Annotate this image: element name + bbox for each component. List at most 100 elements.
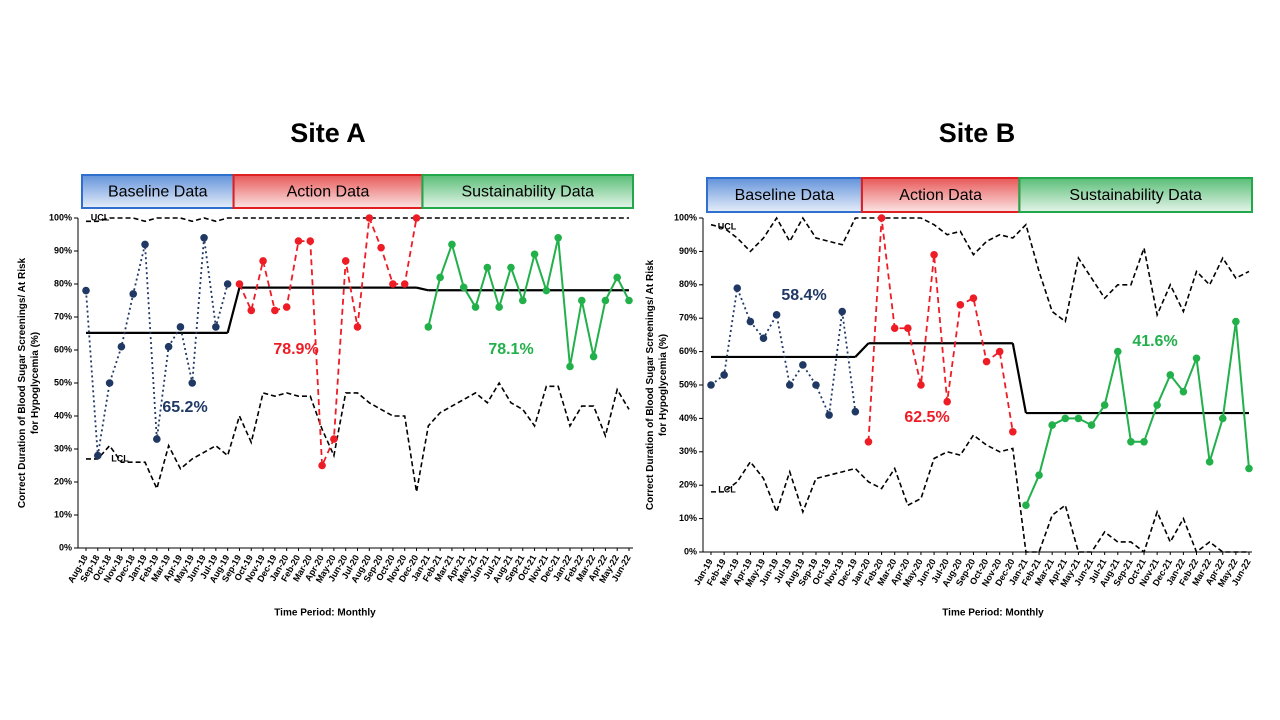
data-point [436,273,444,282]
data-point [176,323,185,331]
data-point [1009,427,1017,436]
y-axis-label: Correct Duration of Blood Sugar Screenin… [645,259,669,510]
data-point [247,306,256,315]
y-tick-label: 100% [674,212,697,222]
data-point [259,257,267,265]
y-tick-label: 0% [59,542,72,552]
center-step [854,342,870,358]
mean-label: 58.4% [781,287,826,304]
chart-title: Site A [290,118,366,148]
y-tick-label: 80% [54,278,72,288]
data-point [282,303,291,311]
data-point [188,379,197,387]
data-point [365,214,374,222]
data-point [995,347,1004,356]
phase-banner [81,174,235,209]
phase-label: Action Data [287,184,370,201]
data-point [720,371,728,379]
phase-banner [1018,177,1253,213]
data-point [707,381,715,389]
data-point [877,214,886,222]
data-point [1074,414,1083,423]
phase-label: Sustainability Data [461,184,594,201]
data-point [271,306,279,315]
data-point [1048,421,1056,429]
phase-banner [232,174,424,209]
data-point [613,273,621,282]
chart-title: Site B [939,118,1016,148]
mean-label: 41.6% [1132,333,1177,350]
y-tick-label: 40% [54,410,72,420]
y-tick-label: 0% [684,546,697,556]
data-point [212,323,220,331]
y-tick-label: 10% [54,509,72,519]
center-step [416,286,429,292]
ucl-label: UCL [718,221,737,231]
mean-label: 78.9% [273,341,318,358]
chart: Site A Baseline Data Action Data Sustainabi… [17,118,634,619]
data-point [483,263,492,272]
data-point [759,334,768,343]
data-point [890,324,899,333]
data-point [117,342,126,351]
data-point [471,303,480,311]
data-point [389,280,397,288]
y-tick-label: 20% [54,476,72,486]
data-point [746,317,755,326]
data-point [1218,414,1227,423]
data-point [507,263,515,272]
y-axis-label-line: Correct Duration of Blood Sugar Screenin… [17,257,28,508]
data-point [566,362,574,371]
data-point [235,280,244,288]
center-step [1011,343,1028,414]
data-point [129,290,138,298]
y-axis-label-line: for Hypoglycemia (%) [30,332,41,434]
y-tick-label: 40% [679,413,697,423]
y-tick-label: 60% [679,346,697,356]
phase-label: Sustainability Data [1069,187,1202,204]
y-tick-label: 80% [679,279,697,289]
data-point [141,240,149,249]
data-point [459,283,468,292]
y-tick-label: 50% [54,377,72,387]
y-axis-label-line: for Hypoglycemia (%) [658,334,669,436]
phase-label: Baseline Data [108,184,208,201]
y-tick-label: 90% [54,245,72,255]
y-tick-label: 30% [679,446,697,456]
data-point [105,379,114,387]
data-point [164,342,173,351]
data-point [542,286,551,295]
phase-label: Action Data [899,187,982,204]
data-point [577,296,586,305]
data-point [353,323,362,331]
y-axis-label-line: Correct Duration of Blood Sugar Screenin… [645,259,656,510]
data-point [982,357,991,366]
ucl-line [86,217,629,223]
y-tick-label: 90% [679,246,697,256]
y-tick-label: 10% [679,513,697,523]
data-point [330,435,338,443]
data-point [424,323,433,331]
data-point [1035,471,1043,479]
data-point [601,296,610,305]
data-line [85,237,229,456]
data-point [1140,437,1148,446]
y-tick-label: 100% [49,212,72,222]
mean-label: 62.5% [904,409,949,426]
x-axis-label: Time Period: Monthly [942,608,1044,619]
data-point [1127,437,1135,446]
center-step [226,287,241,334]
y-tick-label: 30% [54,443,72,453]
data-point [318,461,326,470]
phase-banner [860,177,1021,213]
y-tick-label: 50% [679,379,697,389]
data-point [530,250,539,259]
data-point [969,294,978,302]
data-point [1061,414,1070,423]
data-point [917,381,925,389]
data-point [904,324,912,333]
data-point [412,214,421,222]
chart: Site B Baseline Data Action Data Sustainabi… [645,118,1253,619]
data-point [1153,401,1161,409]
data-point [825,411,833,419]
